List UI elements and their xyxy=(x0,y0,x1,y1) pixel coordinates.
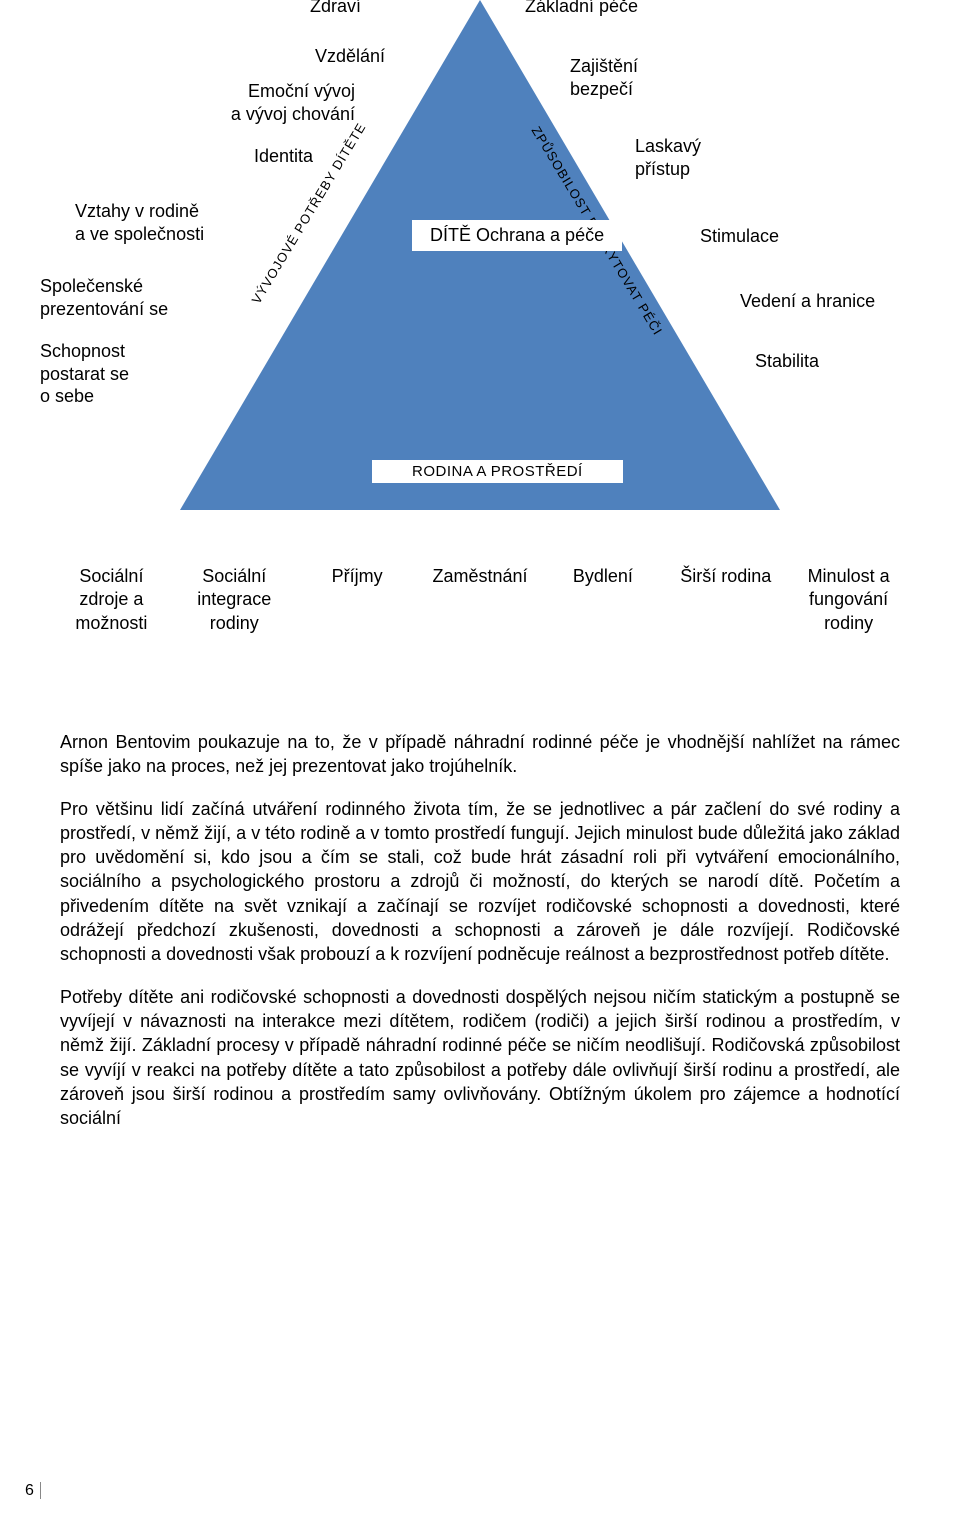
bottom-box: RODINA A PROSTŘEDÍ xyxy=(372,460,623,483)
right-item-0: Zajištění bezpečí xyxy=(570,55,638,100)
bottom-item-2: Příjmy xyxy=(296,565,419,588)
bottom-item-3: Zaměstnání xyxy=(419,565,542,588)
right-item-3: Vedení a hranice xyxy=(740,290,875,313)
paragraph-2: Potřeby dítěte ani rodičovské schopnosti… xyxy=(60,985,900,1131)
bottom-item-1: Sociální integrace rodiny xyxy=(173,565,296,635)
left-item-0: Vzdělání xyxy=(225,45,385,68)
bottom-item-5: Širší rodina xyxy=(664,565,787,588)
assessment-triangle-diagram: Zdraví Základní péče Vzdělání Emoční výv… xyxy=(60,0,900,680)
right-item-4: Stabilita xyxy=(755,350,819,373)
body-text: Arnon Bentovim poukazuje na to, že v pří… xyxy=(60,730,900,1130)
left-item-4: Společenské prezentování se xyxy=(40,275,168,320)
bottom-item-6: Minulost a fungování rodiny xyxy=(787,565,910,635)
left-item-3: Vztahy v rodině a ve společnosti xyxy=(75,200,204,245)
center-box: DÍTĚ Ochrana a péče xyxy=(412,220,622,251)
page-number: 6 xyxy=(25,1482,41,1500)
paragraph-0: Arnon Bentovim poukazuje na to, že v pří… xyxy=(60,730,900,779)
left-item-1: Emoční vývoj a vývoj chování xyxy=(185,80,355,125)
bottom-row: Sociální zdroje a možnosti Sociální inte… xyxy=(50,565,910,635)
triangle-shape xyxy=(60,0,900,520)
paragraph-1: Pro většinu lidí začíná utváření rodinné… xyxy=(60,797,900,967)
left-item-5: Schopnost postarat se o sebe xyxy=(40,340,129,408)
top-label-left: Zdraví xyxy=(310,0,361,18)
left-item-2: Identita xyxy=(183,145,313,168)
top-label-right: Základní péče xyxy=(525,0,638,18)
bottom-item-4: Bydlení xyxy=(541,565,664,588)
right-item-2: Stimulace xyxy=(700,225,779,248)
bottom-item-0: Sociální zdroje a možnosti xyxy=(50,565,173,635)
right-item-1: Laskavý přístup xyxy=(635,135,701,180)
